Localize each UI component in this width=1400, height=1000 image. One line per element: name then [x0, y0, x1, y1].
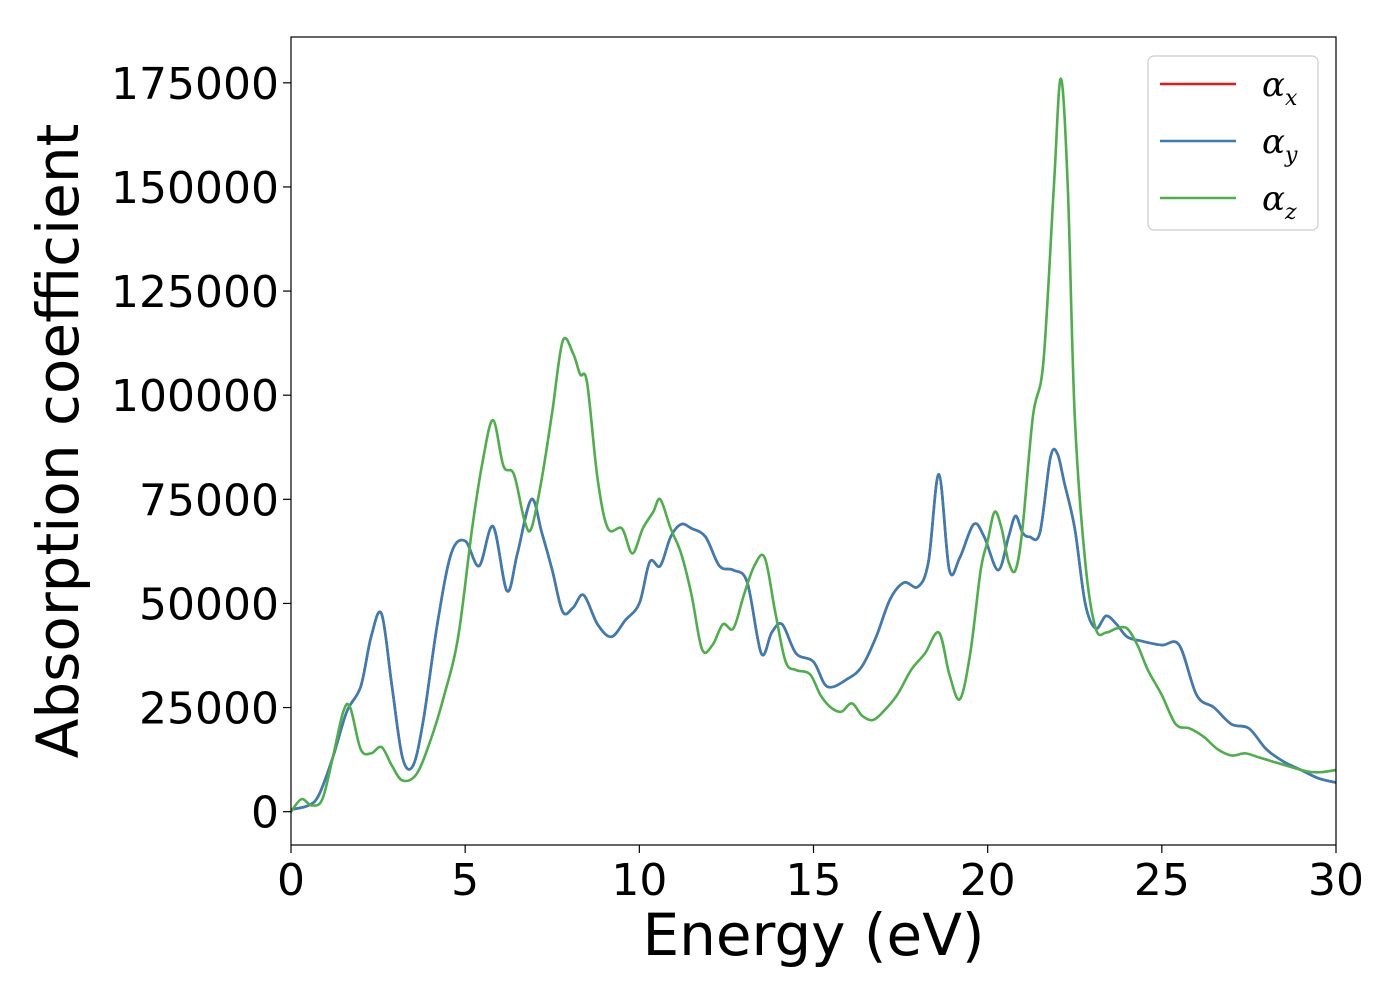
y-axis-label: Absorption coefficient	[24, 124, 92, 759]
y-tick-label: 50000	[139, 579, 279, 630]
legend: αx αy αz	[1147, 55, 1319, 231]
y-tick-label: 125000	[111, 267, 279, 318]
legend-box	[1147, 55, 1319, 231]
y-tick-label: 175000	[111, 59, 279, 110]
y-tick-label: 100000	[111, 371, 279, 422]
legend-label-y: αy	[1262, 122, 1298, 168]
x-axis-label: Energy (eV)	[642, 901, 984, 969]
x-tick-label: 15	[786, 855, 842, 906]
x-tick-label: 30	[1308, 855, 1364, 906]
x-tick-label: 0	[277, 855, 305, 906]
x-tick-label: 25	[1134, 855, 1190, 906]
series-line-y	[291, 447, 1336, 811]
series-layer	[291, 77, 1336, 813]
x-tick-label: 20	[960, 855, 1016, 906]
y-tick-label: 0	[251, 788, 279, 839]
x-axis: 0 5 10 15 20 25 30	[277, 845, 1364, 906]
y-tick-label: 75000	[139, 475, 279, 526]
x-tick-label: 10	[611, 855, 667, 906]
legend-label-z: αz	[1262, 179, 1297, 225]
y-tick-label: 150000	[111, 163, 279, 214]
x-tick-label: 5	[451, 855, 479, 906]
series-line-z	[291, 77, 1336, 813]
legend-label-x: αx	[1262, 65, 1298, 111]
y-axis: 0 25000 50000 75000 100000 125000 150000 175000	[111, 59, 291, 839]
y-tick-label: 25000	[139, 684, 279, 735]
